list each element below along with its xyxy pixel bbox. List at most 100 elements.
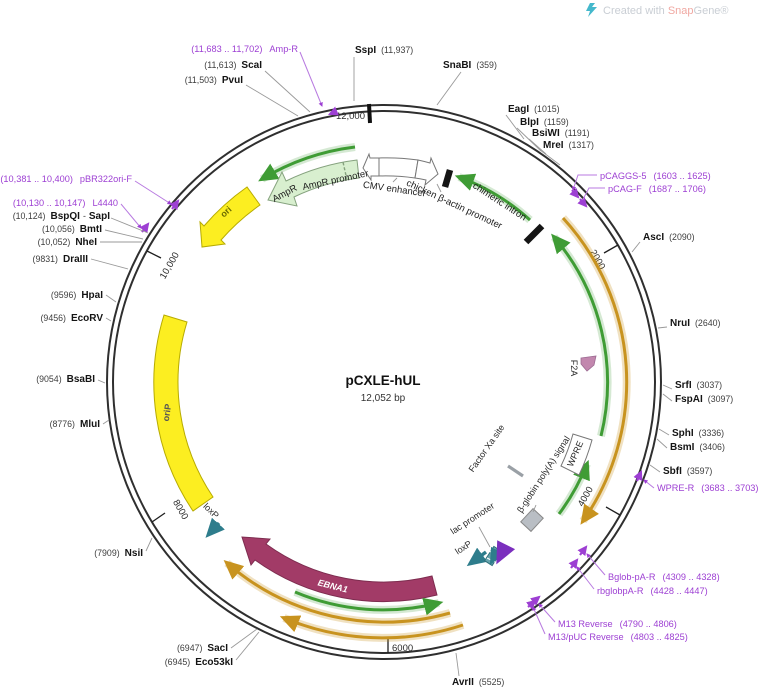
feature-label-f2a[interactable]: F2A xyxy=(569,360,579,377)
enzyme-label-hpai[interactable]: (9596) HpaI xyxy=(51,290,103,301)
feature-f2a[interactable] xyxy=(580,355,597,372)
enzyme-label-srfi[interactable]: SrfI (3037) xyxy=(675,380,722,391)
feature-label-lac-promoter[interactable]: lac promoter xyxy=(449,501,496,537)
feature-ampr-promoter[interactable] xyxy=(362,152,380,182)
orf-arc-ampr-region[interactable] xyxy=(258,145,356,182)
snapgene-watermark: Created with SnapGene® xyxy=(586,3,729,17)
feature-factor-xa-site[interactable] xyxy=(507,464,524,478)
primer-label-ampr-primer[interactable]: (11,683 .. 11,702) Amp-R xyxy=(191,44,298,54)
primer-labels: pCAGGS-5 (1603 .. 1625) pCAG-F (1687 .. 17… xyxy=(0,44,758,642)
feature-label-orip[interactable]: oriP xyxy=(161,403,173,422)
enzyme-label-asci[interactable]: AscI (2090) xyxy=(643,232,695,243)
feature-label-chicken-actin[interactable]: chicken β-actin promoter xyxy=(405,178,504,232)
primer-site-marker[interactable] xyxy=(577,545,588,557)
enzyme-label-scai[interactable]: (11,613) ScaI xyxy=(204,60,262,71)
primer-site-marker[interactable] xyxy=(568,558,579,570)
enzyme-label-ecorv[interactable]: (9456) EcoRV xyxy=(41,313,104,324)
enzyme-label-avrii[interactable]: AvrII (5525) xyxy=(452,677,504,688)
enzyme-label-eco53ki[interactable]: (6945) Eco53kI xyxy=(165,657,233,668)
enzyme-label-draiii[interactable]: (9831) DraIII xyxy=(33,254,89,265)
feature-ori[interactable] xyxy=(199,186,261,248)
enzyme-label-mrei[interactable]: MreI (1317) xyxy=(543,140,594,151)
primer-site-marker[interactable] xyxy=(169,199,180,211)
primer-site-marker[interactable] xyxy=(569,188,580,199)
orf-arc-ebna1-green[interactable] xyxy=(294,590,444,616)
scale-tick xyxy=(603,244,619,254)
enzyme-label-bspqi-sapi[interactable]: (10,124) BspQI - SapI xyxy=(13,211,110,222)
enzyme-label-sbfi[interactable]: SbfI (3597) xyxy=(663,466,712,477)
leader-line xyxy=(656,438,668,449)
primer-leader-line xyxy=(576,566,595,590)
primer-label-m13-puc-reverse[interactable]: M13/pUC Reverse (4803 .. 4825) xyxy=(548,632,688,642)
feature-label-factor-xa[interactable]: Factor Xa site xyxy=(467,423,507,474)
enzyme-label-blpi[interactable]: BlpI (1159) xyxy=(520,117,569,128)
feature-wpre[interactable] xyxy=(560,433,593,476)
scale-tick xyxy=(605,506,621,516)
feature-loxp-left-arrow[interactable] xyxy=(205,517,225,538)
feature-chimeric-intron-arrow[interactable] xyxy=(454,173,532,222)
orf-arc-right[interactable] xyxy=(561,216,629,525)
primer-site-marker[interactable] xyxy=(327,106,339,116)
enzyme-label-nhei[interactable]: (10,052) NheI xyxy=(38,237,98,248)
feature-black-bar[interactable] xyxy=(523,223,545,245)
leader-line xyxy=(230,628,258,649)
orf-arc-right-green[interactable] xyxy=(551,233,609,437)
orf-arc-ebna1-orange[interactable] xyxy=(223,560,451,624)
leader-line xyxy=(105,317,112,322)
primer-leader-line xyxy=(299,51,323,107)
watermark-text: Created with SnapGene® xyxy=(603,5,729,17)
primer-site-markers xyxy=(139,106,643,610)
primer-label-rbglobpar[interactable]: rbglobpA-R (4428 .. 4447) xyxy=(597,586,708,596)
scale-label-10000: 10,000 xyxy=(158,250,182,281)
primer-leader-line xyxy=(572,174,597,191)
orf-arc-wpre-green[interactable] xyxy=(557,459,590,515)
leader-line xyxy=(436,183,442,193)
enzyme-label-bsabi[interactable]: (9054) BsaBI xyxy=(36,374,95,385)
enzyme-labels: SspI (11,937) SnaBI (359) EagI (1015) BlpI(… xyxy=(13,45,734,688)
feature-chicken-actin-promoter[interactable] xyxy=(414,156,439,187)
feature-bglobin-polya[interactable] xyxy=(520,507,544,533)
feature-orip[interactable] xyxy=(153,314,214,512)
enzyme-label-eagi[interactable]: EagI (1015) xyxy=(508,104,560,115)
feature-black-bar[interactable] xyxy=(441,169,454,188)
leader-line xyxy=(532,504,537,513)
feature-label-loxp-left[interactable]: loxP xyxy=(201,501,221,520)
primer-site-marker[interactable] xyxy=(526,599,537,610)
primer-label-wprer[interactable]: WPRE-R (3683 .. 3703) xyxy=(657,483,758,493)
primer-label-pcaggs5[interactable]: pCAGGS-5 (1603 .. 1625) xyxy=(600,171,711,181)
enzyme-label-fspai[interactable]: FspAI (3097) xyxy=(675,394,733,405)
enzyme-label-sphi[interactable]: SphI (3336) xyxy=(672,428,724,439)
leader-line xyxy=(102,419,110,425)
feature-loxp-right-arrow[interactable] xyxy=(466,547,488,567)
enzyme-label-snabi[interactable]: SnaBI (359) xyxy=(443,60,497,71)
enzyme-label-nrui[interactable]: NruI (2640) xyxy=(670,318,720,329)
leader-line xyxy=(505,114,525,140)
primer-label-l4440[interactable]: (10,130 .. 10,147) L4440 xyxy=(13,198,118,208)
enzyme-label-pvui[interactable]: (11,503) PvuI xyxy=(185,75,243,86)
orf-arc-bottom-orange[interactable] xyxy=(279,615,464,640)
enzyme-label-mlui[interactable]: (8776) MluI xyxy=(50,419,101,430)
enzyme-label-bsmi[interactable]: BsmI (3406) xyxy=(670,442,725,453)
enzyme-label-sspi[interactable]: SspI (11,937) xyxy=(355,45,413,56)
enzyme-label-nsii[interactable]: (7909) NsiI xyxy=(94,548,143,559)
primer-label-pbr322orif[interactable]: (10,381 .. 10,400) pBR322ori-F xyxy=(0,174,132,184)
feature-small-violet-arrow[interactable] xyxy=(496,540,516,565)
enzyme-label-bsiwi[interactable]: BsiWI (1191) xyxy=(532,128,590,139)
leader-line xyxy=(104,229,144,240)
feature-ampr[interactable] xyxy=(267,159,360,207)
leader-line xyxy=(658,428,670,436)
plasmid-backbone-inner xyxy=(112,110,656,654)
primer-label-pcagf[interactable]: pCAG-F (1687 .. 1706) xyxy=(608,184,706,194)
enzyme-label-bmti[interactable]: (10,056) BmtI xyxy=(42,224,102,235)
leader-line xyxy=(110,217,149,234)
leader-line xyxy=(105,294,117,303)
primer-label-m13-reverse[interactable]: M13 Reverse (4790 .. 4806) xyxy=(558,619,677,629)
enzyme-label-saci[interactable]: (6947) SacI xyxy=(177,643,228,654)
primer-site-marker[interactable] xyxy=(633,469,643,482)
feature-cmv-enhancer[interactable] xyxy=(378,157,419,179)
feature-ebna1[interactable] xyxy=(241,536,438,602)
feature-ampr-divider xyxy=(342,161,348,181)
leader-line xyxy=(657,326,668,329)
feature-label-loxp-right[interactable]: loxP xyxy=(453,539,473,557)
primer-label-bglobpar[interactable]: Bglob-pA-R (4309 .. 4328) xyxy=(608,572,720,582)
